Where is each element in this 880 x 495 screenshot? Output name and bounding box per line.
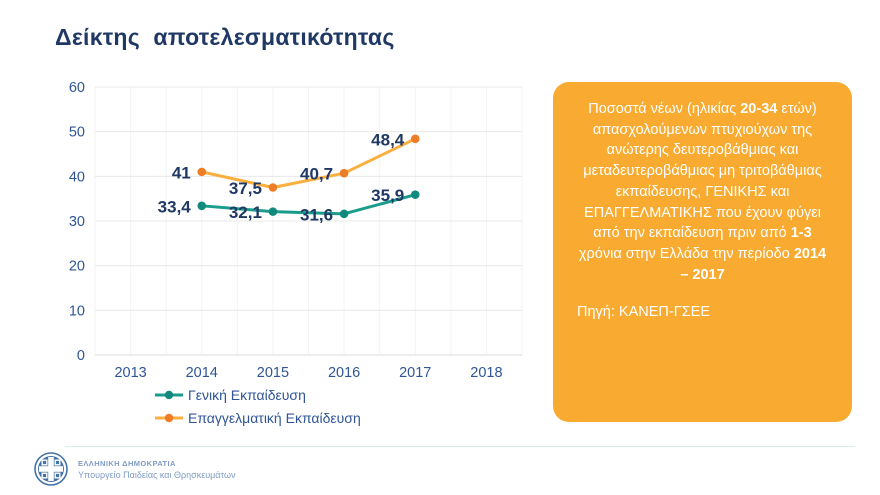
- data-point-label: 40,7: [300, 165, 333, 184]
- legend-marker-dot: [164, 390, 174, 400]
- data-point-label: 48,4: [371, 130, 405, 149]
- y-tick-label: 50: [69, 125, 85, 141]
- y-tick-label: 60: [69, 80, 85, 96]
- series-line: [200, 137, 417, 189]
- legend-label: Γενική Εκπαίδευση: [188, 387, 306, 403]
- data-point-marker: [339, 168, 349, 178]
- y-tick-label: 20: [69, 259, 85, 275]
- legend-marker-dot: [164, 413, 174, 423]
- effectiveness-line-chart: 0 10 20 30 40 50 60 2013 2014 2015 2016 2017 2018 33,…: [69, 80, 523, 426]
- x-tick-label: 2018: [470, 365, 502, 381]
- y-tick-label: 0: [77, 348, 85, 364]
- greek-government-emblem-icon: [34, 452, 68, 486]
- data-point-label: 33,4: [158, 197, 192, 216]
- source-label: Πηγή: ΚΑΝΕΠ-ΓΣΕΕ: [577, 303, 710, 320]
- data-point-marker: [197, 201, 207, 211]
- data-point-label: 32,1: [229, 203, 262, 222]
- data-point-marker: [410, 134, 420, 144]
- x-tick-label: 2016: [328, 365, 360, 381]
- info-panel: Ποσοστά νέων (ηλικίας 20-34 ετών) απασχο…: [553, 82, 852, 422]
- y-tick-label: 40: [69, 169, 85, 185]
- legend-label: Επαγγελματική Εκπαίδευση: [188, 410, 361, 426]
- panel-description: Ποσοστά νέων (ηλικίας 20-34 ετών) απασχο…: [578, 101, 827, 283]
- data-point-label: 37,5: [229, 179, 262, 198]
- x-tick-label: 2014: [186, 365, 218, 381]
- chart-area: 0 10 20 30 40 50 60 2013 2014 2015 2016 2017 2018 33,…: [45, 75, 545, 440]
- footer: ΕΛΛΗΝΙΚΗ ΔΗΜΟΚΡΑΤΙΑ Υπουργείο Παιδείας κ…: [34, 452, 235, 486]
- data-point-marker: [410, 190, 420, 199]
- x-tick-label: 2017: [399, 365, 431, 381]
- ministry-text-block: ΕΛΛΗΝΙΚΗ ΔΗΜΟΚΡΑΤΙΑ Υπουργείο Παιδείας κ…: [78, 459, 235, 480]
- data-point-label: 41: [172, 163, 191, 182]
- data-point-marker: [339, 209, 349, 219]
- data-point-marker: [268, 207, 278, 216]
- series-line: [200, 193, 417, 216]
- footer-divider: [65, 446, 855, 447]
- data-point-marker: [197, 167, 207, 177]
- data-point-label: 35,9: [371, 186, 404, 205]
- data-point-label: 31,6: [300, 205, 333, 224]
- x-tick-label: 2015: [257, 365, 289, 381]
- x-tick-label: 2013: [114, 365, 146, 381]
- y-tick-label: 10: [69, 303, 85, 319]
- page-title: Δείκτης αποτελεσματικότητας: [55, 24, 395, 50]
- hellenic-republic-label: ΕΛΛΗΝΙΚΗ ΔΗΜΟΚΡΑΤΙΑ: [78, 458, 176, 468]
- ministry-label: Υπουργείο Παιδείας και Θρησκευμάτων: [78, 469, 236, 480]
- data-point-marker: [268, 183, 278, 192]
- y-tick-label: 30: [69, 214, 85, 230]
